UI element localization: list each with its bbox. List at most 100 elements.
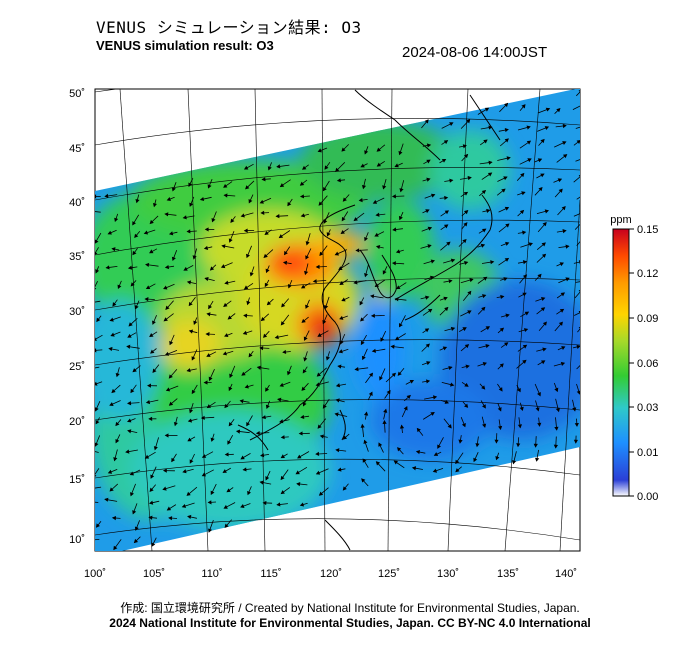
wind-arrowhead — [535, 407, 540, 412]
wind-arrowhead — [512, 460, 517, 465]
colorbar-label: 0.03 — [637, 402, 658, 414]
wind-arrow — [575, 281, 580, 283]
wind-arrowhead — [302, 165, 307, 170]
wind-arrowhead — [397, 371, 402, 376]
wind-arrowhead — [484, 107, 490, 112]
wind-arrowhead — [501, 188, 506, 193]
wind-arrowhead — [242, 330, 248, 335]
wind-arrowhead — [480, 243, 486, 248]
lon-axis: 100˚ 105˚ 110˚ 115˚ 120˚ 125˚ 130˚ 135˚ … — [84, 568, 577, 580]
wind-arrowhead — [203, 245, 209, 250]
wind-arrowhead — [334, 412, 339, 417]
wind-arrowhead — [276, 502, 281, 507]
wind-arrowhead — [462, 144, 467, 149]
wind-arrowhead — [528, 242, 533, 247]
wind-arrowhead — [517, 424, 523, 429]
wind-arrowhead — [441, 158, 447, 163]
wind-arrowhead — [171, 256, 176, 261]
wind-arrow — [573, 176, 580, 183]
wind-arrowhead — [112, 302, 117, 307]
wind-arrowhead — [235, 429, 241, 434]
wind-arrowhead — [432, 468, 438, 473]
wind-arrowhead — [398, 215, 403, 221]
wind-arrowhead — [574, 422, 579, 427]
wind-arrowhead — [444, 399, 449, 404]
wind-arrowhead — [297, 454, 302, 459]
wind-arrowhead — [390, 344, 395, 349]
wind-arrowhead — [449, 178, 454, 183]
wind-arrowhead — [240, 213, 245, 218]
wind-arrowhead — [224, 452, 229, 457]
wind-arrowhead — [578, 90, 580, 92]
wind-arrowhead — [265, 476, 270, 481]
wind-arrowhead — [483, 276, 488, 281]
wind-arrowhead — [262, 500, 267, 506]
wind-arrowhead — [246, 300, 251, 306]
wind-arrowhead — [326, 232, 331, 237]
wind-arrowhead — [573, 439, 578, 444]
wind-arrowhead — [505, 223, 510, 228]
wind-arrowhead — [342, 486, 347, 491]
wind-arrowhead — [312, 279, 317, 284]
wind-arrowhead — [188, 329, 194, 334]
wind-arrowhead — [426, 143, 432, 148]
lon-tick: 140˚ — [555, 568, 577, 580]
wind-arrowhead — [499, 327, 505, 332]
wind-arrowhead — [583, 157, 586, 160]
wind-arrowhead — [115, 372, 120, 378]
wind-arrowhead — [143, 230, 149, 235]
wind-arrowhead — [498, 387, 503, 392]
wind-arrowhead — [150, 474, 155, 479]
wind-arrowhead — [108, 346, 113, 352]
wind-arrowhead — [182, 215, 187, 220]
wind-arrowhead — [223, 504, 228, 509]
wind-arrowhead — [361, 478, 366, 483]
wind-arrowhead — [399, 188, 404, 193]
wind-arrowhead — [361, 355, 366, 361]
wind-arrowhead — [275, 213, 280, 219]
wind-arrowhead — [322, 187, 327, 192]
wind-arrowhead — [191, 356, 196, 361]
wind-arrowhead — [522, 230, 527, 235]
wind-arrowhead — [556, 108, 561, 113]
wind-arrowhead — [256, 365, 261, 370]
wind-arrowhead — [399, 424, 405, 429]
wind-arrowhead — [91, 210, 94, 213]
wind-arrowhead — [111, 515, 117, 521]
wind-arrowhead — [221, 244, 226, 249]
wind-arrowhead — [280, 435, 285, 440]
wind-arrowhead — [130, 388, 135, 394]
wind-arrowhead — [466, 119, 471, 124]
wind-arrowhead — [168, 231, 174, 236]
wind-arrowhead — [276, 164, 281, 169]
wind-arrowhead — [243, 285, 249, 290]
wind-arrow — [95, 247, 99, 255]
wind-arrowhead — [279, 382, 284, 387]
wind-arrowhead — [398, 323, 403, 328]
wind-arrowhead — [246, 253, 250, 259]
wind-arrowhead — [113, 545, 118, 551]
wind-arrowhead — [485, 344, 490, 349]
wind-arrowhead — [302, 369, 307, 374]
wind-arrowhead — [444, 306, 449, 312]
wind-arrowhead — [519, 209, 525, 215]
wind-arrowhead — [361, 184, 367, 190]
wind-arrow — [574, 291, 580, 299]
wind-arrowhead — [354, 366, 359, 372]
wind-arrowhead — [316, 372, 321, 377]
wind-arrowhead — [189, 202, 194, 207]
wind-arrowhead — [370, 294, 375, 299]
colorbar-label: 0.15 — [637, 224, 658, 236]
wind-arrow — [95, 334, 103, 340]
wind-arrowhead — [113, 457, 118, 462]
wind-arrowhead — [424, 119, 429, 124]
wind-arrowhead — [210, 490, 215, 496]
wind-arrowhead — [187, 437, 192, 442]
wind-arrowhead — [105, 265, 110, 270]
wind-arrowhead — [206, 404, 212, 409]
wind-arrowhead — [364, 273, 369, 278]
wind-arrowhead — [505, 313, 510, 318]
wind-arrowhead — [204, 277, 209, 282]
wind-arrowhead — [409, 379, 415, 384]
wind-arrowhead — [88, 301, 91, 304]
